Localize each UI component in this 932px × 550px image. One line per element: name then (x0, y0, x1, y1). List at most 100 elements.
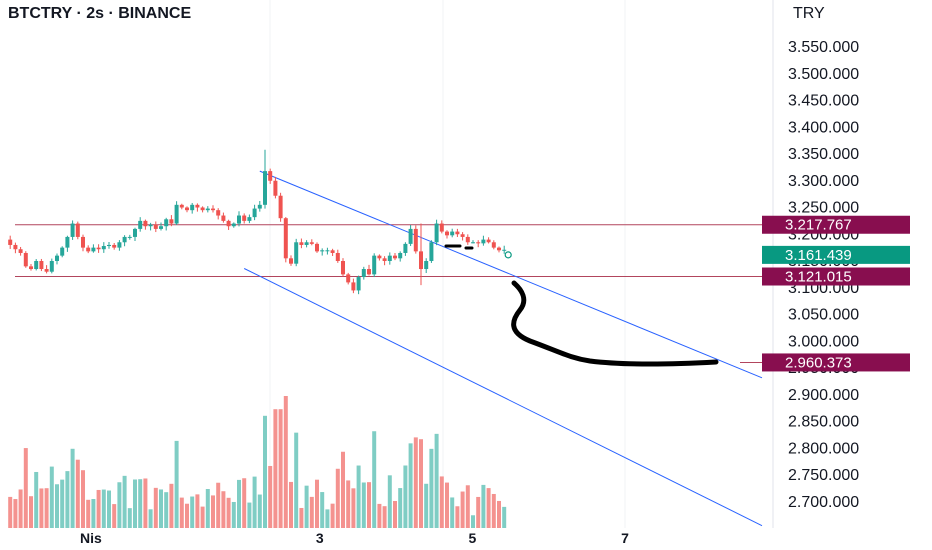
volume-bar (185, 503, 189, 528)
volume-bar (455, 506, 460, 528)
volume-bar (169, 483, 174, 528)
candle-body (439, 223, 444, 232)
time-scale[interactable]: Nis 3 5 7 (80, 530, 629, 546)
volume-bar (445, 482, 449, 528)
volume-bar (257, 494, 262, 528)
candle-body (101, 246, 106, 250)
candle-body (164, 219, 169, 227)
candle-body (398, 252, 403, 259)
candle-body (450, 231, 455, 236)
candle-body (65, 236, 70, 248)
volume-bar (226, 497, 231, 528)
candle-body (75, 223, 80, 237)
volume-bar (112, 504, 117, 528)
descending-channel[interactable] (243, 170, 763, 527)
volume-bar (377, 503, 382, 528)
candle-body (159, 226, 163, 229)
volume-bar (335, 468, 340, 528)
candle-body (39, 261, 44, 270)
volume-bar (341, 451, 345, 528)
volume-bar (138, 479, 143, 528)
volume-bar (91, 499, 96, 528)
candle-body (257, 204, 262, 209)
price-badges: 3.217.767 3.121.015 2.960.373 3.161.439 (762, 215, 910, 372)
level-price-badge (762, 215, 910, 234)
channel-line-lower[interactable] (243, 268, 763, 527)
candle-body (91, 247, 96, 252)
candle-body (304, 242, 309, 245)
channel-line-upper[interactable] (259, 170, 763, 379)
freehand-projection-drawing[interactable] (511, 280, 719, 367)
volume-bar (65, 471, 70, 528)
volume-bar (221, 491, 226, 528)
volume-bar (361, 482, 366, 528)
volume-bar (419, 439, 423, 528)
volume-bar (216, 482, 221, 528)
candle-body (476, 242, 481, 244)
candle-body (263, 171, 267, 205)
candle-body (309, 242, 314, 244)
volume-bar (460, 491, 465, 528)
volume-bar (356, 465, 361, 528)
volume-bar (133, 479, 137, 528)
candle-body (169, 219, 174, 224)
volume-bar (372, 431, 377, 528)
candle-body (112, 244, 117, 248)
candle-body (70, 223, 75, 237)
volume-bar (382, 506, 387, 528)
volume-bar (117, 482, 122, 528)
volume-bar (75, 459, 80, 528)
price-scale[interactable]: TRY 3.550.000 3.500.000 3.450.000 3.400.000… (772, 0, 859, 528)
candle-body (434, 223, 439, 243)
candle-body (325, 250, 330, 252)
candle-body (413, 228, 418, 252)
candle-body (185, 207, 189, 211)
volume-bar (263, 415, 267, 528)
volume-bar (278, 409, 283, 528)
horizontal-levels (15, 224, 772, 363)
volume-bar (23, 448, 28, 528)
volume-bar (403, 465, 408, 528)
volume-bar (408, 443, 413, 528)
time-ticks: Nis 3 5 7 (80, 530, 629, 546)
candle-body (273, 180, 278, 196)
volume-bar (164, 492, 169, 528)
candle-body (96, 247, 101, 250)
candle-body (55, 255, 59, 261)
volume-bar (320, 492, 325, 528)
candle-body (148, 224, 153, 227)
candle-body (382, 258, 387, 261)
volume-bar (148, 509, 153, 528)
candle-body (387, 255, 392, 261)
candle-body (403, 243, 408, 253)
price-tick-label: 3.050.000 (788, 307, 859, 324)
candle-body (294, 242, 299, 264)
candle-body (127, 236, 132, 238)
candle-body (231, 223, 236, 227)
volume-bar (127, 508, 132, 528)
volume-bar (231, 501, 236, 528)
volume-bar (398, 488, 403, 528)
candle-body (445, 231, 449, 236)
volume-bar (247, 502, 252, 528)
volume-bar (39, 488, 44, 528)
volume-bar (424, 483, 429, 528)
price-tick-label: 2.750.000 (788, 467, 859, 484)
candle-body (179, 204, 184, 208)
volume-bar (101, 489, 106, 528)
level-price-badge (762, 353, 910, 372)
candle-body (424, 261, 429, 270)
volume-bar (13, 499, 18, 528)
candle-body (190, 204, 195, 211)
candle-body (200, 207, 205, 211)
price-tick-label: 2.800.000 (788, 440, 859, 457)
candle-body (486, 239, 491, 243)
candle-body (242, 215, 247, 221)
volume-bar (283, 396, 288, 528)
volume-bar (351, 488, 356, 528)
volume-bar (268, 465, 273, 528)
candle-body (226, 220, 231, 227)
volume-bar (55, 484, 59, 528)
volume-bar (34, 471, 39, 528)
candle-body (81, 236, 85, 248)
